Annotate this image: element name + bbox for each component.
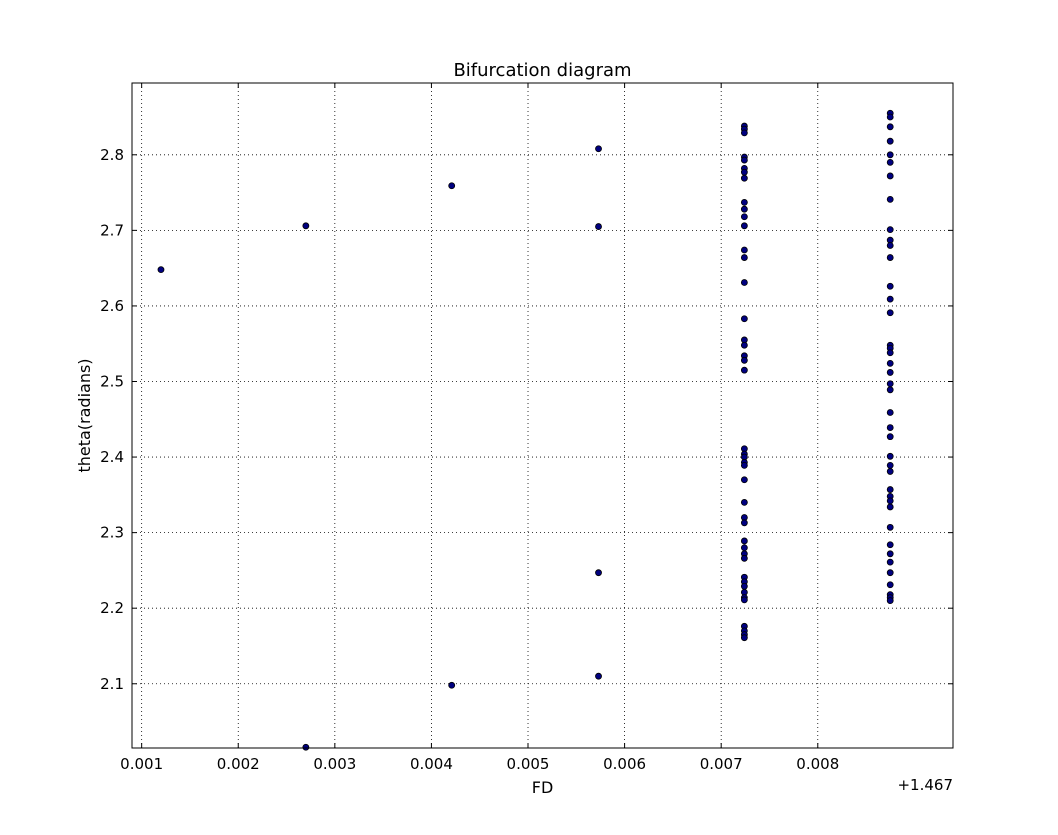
x-tick-label: 0.006 <box>603 755 646 773</box>
data-point <box>886 123 894 131</box>
data-point <box>886 433 894 441</box>
data-point <box>740 476 748 484</box>
data-point <box>740 279 748 286</box>
data-point <box>886 295 894 303</box>
data-point <box>595 145 602 153</box>
x-tick-label: 0.008 <box>796 755 839 773</box>
data-point <box>740 246 748 254</box>
data-point <box>886 452 894 460</box>
data-point <box>886 486 894 493</box>
data-point <box>886 503 894 511</box>
data-point <box>740 356 748 364</box>
x-axis-label: FD <box>532 778 554 797</box>
data-point <box>886 242 894 249</box>
data-point <box>886 380 894 388</box>
data-point <box>886 113 894 121</box>
y-axis-label: theta(radians) <box>75 358 94 472</box>
data-point <box>740 222 748 230</box>
data-point <box>886 172 894 180</box>
data-point <box>886 226 894 234</box>
y-tick-label: 2.1 <box>100 675 124 693</box>
data-point <box>740 554 748 562</box>
data-point <box>886 195 894 203</box>
x-tick-label: 0.005 <box>507 755 550 773</box>
data-point <box>740 596 748 604</box>
x-tick-label: 0.001 <box>120 755 163 773</box>
data-point <box>886 359 894 367</box>
data-point <box>886 386 894 394</box>
data-point <box>740 174 748 182</box>
data-point <box>740 544 748 552</box>
data-point <box>740 461 748 469</box>
data-point <box>448 681 456 689</box>
data-point <box>886 468 894 475</box>
data-point <box>595 223 602 230</box>
data-point <box>886 309 894 317</box>
data-point <box>740 582 748 590</box>
data-point <box>740 499 748 506</box>
data-point <box>157 266 165 274</box>
data-point <box>886 550 894 558</box>
y-tick-label: 2.2 <box>100 599 124 617</box>
data-point <box>886 461 894 469</box>
y-tick-label: 2.4 <box>100 448 124 466</box>
data-point <box>886 151 894 159</box>
data-point <box>886 597 894 605</box>
y-tick-label: 2.8 <box>100 146 124 164</box>
x-tick-label: 0.003 <box>313 755 356 773</box>
x-tick-label: 0.004 <box>410 755 453 773</box>
y-tick-label: 2.6 <box>100 297 124 315</box>
data-point <box>740 341 748 349</box>
y-tick-label: 2.7 <box>100 221 124 239</box>
plot-frame <box>131 82 954 749</box>
data-point <box>886 349 894 357</box>
data-point <box>302 743 310 751</box>
data-point <box>740 519 748 527</box>
data-point <box>595 569 602 577</box>
data-point <box>886 497 894 505</box>
data-point <box>740 537 748 545</box>
data-point <box>886 137 894 145</box>
data-point <box>886 424 894 431</box>
data-point <box>886 523 894 531</box>
data-point <box>886 569 894 577</box>
data-point <box>740 129 748 137</box>
data-point <box>886 581 894 589</box>
chart-title: Bifurcation diagram <box>453 60 631 81</box>
data-point <box>740 213 748 221</box>
data-point <box>886 558 894 566</box>
x-tick-label: 0.007 <box>700 755 743 773</box>
data-point <box>740 366 748 374</box>
data-point <box>740 168 748 176</box>
x-axis-offset-label: +1.467 <box>897 776 953 794</box>
y-tick-label: 2.3 <box>100 524 124 542</box>
data-points <box>157 109 894 751</box>
data-point <box>740 198 748 206</box>
data-point <box>302 222 310 230</box>
data-point <box>740 254 748 261</box>
y-tick-label: 2.5 <box>100 372 124 390</box>
data-point <box>595 672 602 680</box>
data-point <box>448 182 456 190</box>
data-point <box>740 156 748 164</box>
data-point <box>740 315 748 323</box>
axis-ticks: 0.001 0.002 0.003 0.004 0.005 0.006 0.007 0.008… <box>100 83 953 773</box>
data-point <box>886 369 894 376</box>
grid <box>132 83 953 748</box>
data-point <box>886 158 894 166</box>
data-point <box>740 634 748 642</box>
data-point <box>740 205 748 213</box>
data-point <box>886 541 894 549</box>
data-point <box>886 282 894 290</box>
data-point <box>886 409 894 416</box>
data-point <box>886 254 894 261</box>
x-tick-label: 0.002 <box>217 755 260 773</box>
